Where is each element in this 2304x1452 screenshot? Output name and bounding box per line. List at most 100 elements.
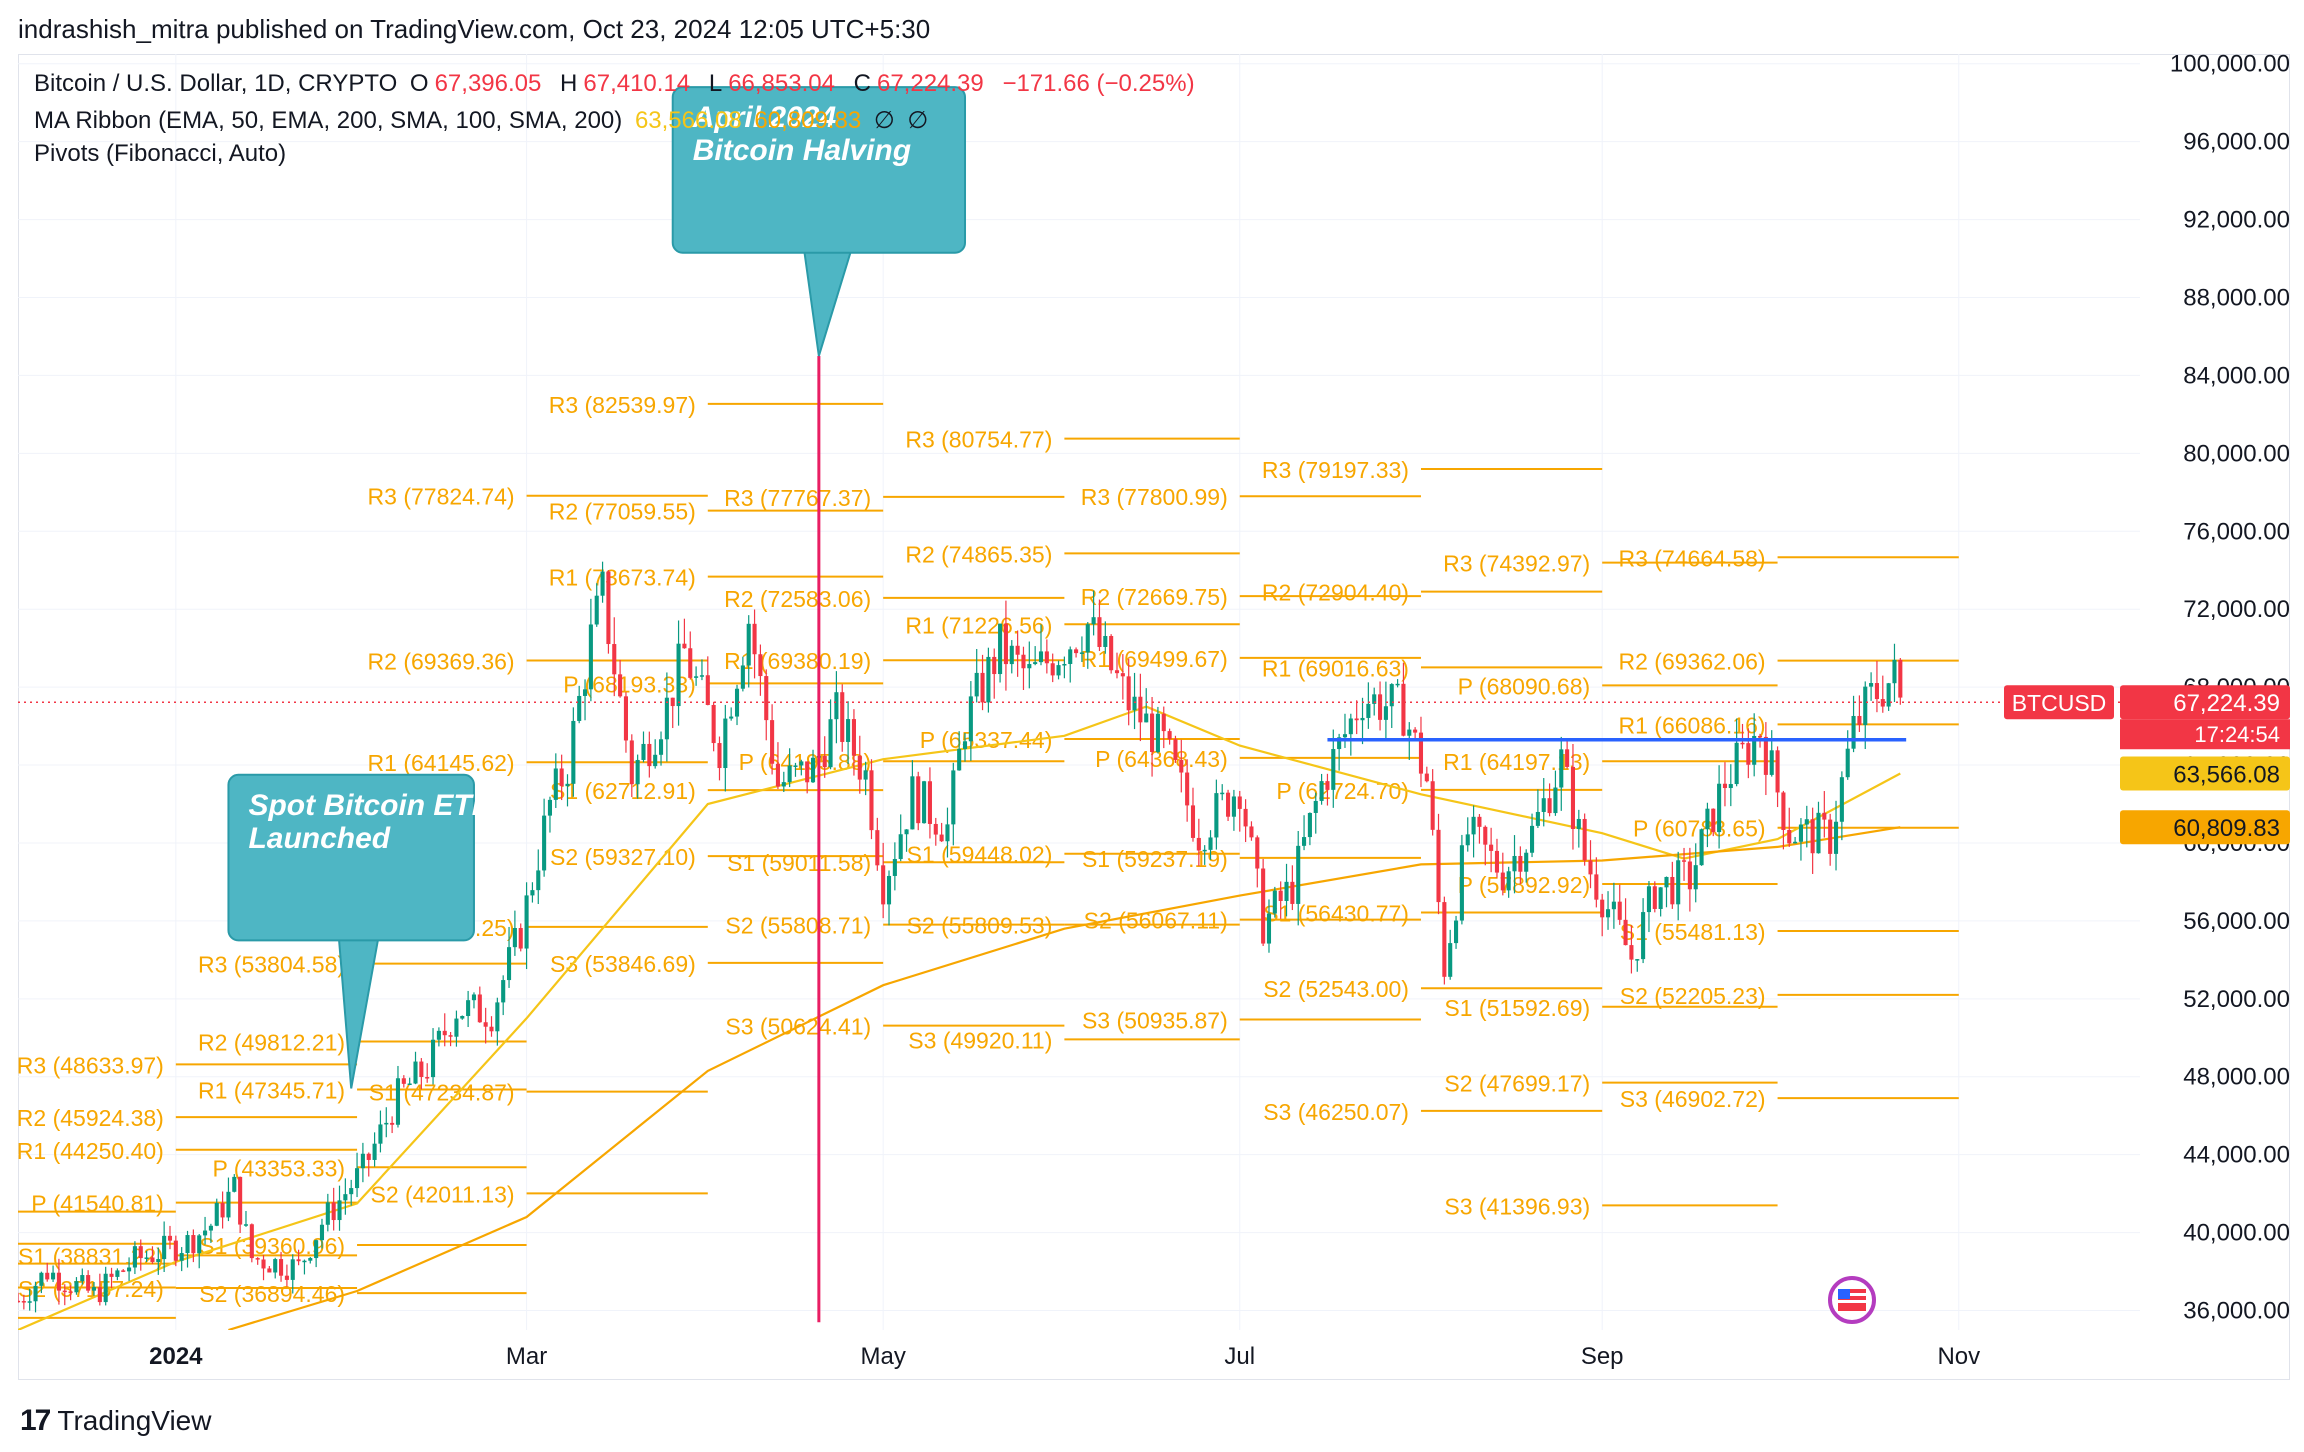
candle <box>1717 765 1722 849</box>
candle <box>460 1015 465 1020</box>
x-tick-label: Sep <box>1581 1343 1624 1370</box>
candle <box>1185 759 1190 822</box>
candle <box>1296 830 1301 926</box>
candle <box>68 1285 73 1301</box>
candle <box>80 1268 85 1285</box>
candle <box>226 1177 231 1222</box>
pivot-label: R3 (74664.58) <box>1619 545 1766 571</box>
y-tick-label: 96,000.00 <box>2183 129 2290 156</box>
candle <box>506 926 512 988</box>
publish-line: indrashish_mitra published on TradingVie… <box>18 14 931 44</box>
candle <box>425 1063 430 1083</box>
legend-ma-row: MA Ribbon (EMA, 50, EMA, 200, SMA, 100, … <box>34 106 934 135</box>
candle <box>647 731 652 778</box>
candle <box>571 707 576 797</box>
candle <box>629 734 634 798</box>
candle <box>115 1268 120 1281</box>
pivot-label: R2 (69362.06) <box>1619 649 1766 675</box>
candle <box>957 731 962 771</box>
candle <box>1576 809 1581 848</box>
candle <box>1120 654 1125 700</box>
candle <box>1033 646 1038 666</box>
candle <box>1617 884 1622 925</box>
candle <box>167 1225 173 1250</box>
candle <box>109 1267 114 1289</box>
candle <box>530 882 535 903</box>
legend-symbol[interactable]: Bitcoin / U.S. Dollar, 1D, CRYPTO <box>34 70 398 97</box>
y-tick-label: 56,000.00 <box>2183 908 2290 935</box>
candle <box>1068 646 1073 683</box>
candle <box>1711 808 1716 837</box>
candle <box>1342 713 1348 748</box>
candle <box>384 1107 389 1138</box>
candle <box>185 1230 190 1268</box>
countdown-badge: 17:24:54 <box>2120 719 2290 750</box>
candle-layer <box>18 561 1903 1313</box>
candle <box>1313 792 1318 834</box>
candle <box>1693 843 1698 903</box>
candle <box>857 735 862 794</box>
candle <box>477 986 482 1023</box>
candle <box>1541 778 1546 827</box>
candle <box>1512 835 1517 894</box>
tradingview-logo[interactable]: 17 TradingView <box>20 1404 211 1438</box>
pivot-label: R1 (64145.62) <box>368 750 515 776</box>
candle <box>127 1257 132 1281</box>
y-tick-label: 80,000.00 <box>2183 440 2290 467</box>
candle <box>1138 673 1143 742</box>
candle <box>1787 807 1792 847</box>
candle <box>793 762 798 777</box>
pivot-label: R2 (77059.55) <box>549 499 696 525</box>
candle <box>1448 929 1453 980</box>
candle <box>775 742 780 790</box>
candle <box>1553 770 1558 816</box>
candle <box>1442 896 1447 985</box>
pivot-label: S2 (36894.46) <box>199 1281 345 1307</box>
candle <box>395 1065 401 1128</box>
candle <box>1641 898 1646 964</box>
pivot-label: P (64368.43) <box>1095 746 1228 772</box>
candle <box>1658 887 1663 917</box>
candle <box>1144 688 1149 723</box>
pivot-label: S3 (41396.93) <box>1444 1193 1590 1219</box>
candle <box>1114 652 1120 679</box>
candle <box>413 1051 418 1085</box>
candle <box>1664 876 1669 908</box>
legend-low-label: L <box>708 70 723 97</box>
candle <box>1839 771 1844 841</box>
candle <box>1845 730 1850 780</box>
candle <box>1775 746 1780 808</box>
ma-badge-2: 60,809.83 <box>2120 810 2290 845</box>
last-price-badge: 67,224.39 <box>2120 685 2290 720</box>
candle <box>308 1257 313 1264</box>
pivot-label: S3 (46250.07) <box>1263 1099 1409 1125</box>
candle <box>851 709 856 776</box>
pivot-label: R3 (80754.77) <box>905 427 1052 453</box>
us-flag-icon[interactable] <box>1828 1276 1876 1324</box>
candle <box>1892 643 1897 703</box>
pivot-label: R3 (74392.97) <box>1443 551 1590 577</box>
candle <box>618 659 623 698</box>
candle <box>922 780 927 824</box>
candle <box>641 731 646 763</box>
annotation-pointer <box>803 249 853 357</box>
candle <box>156 1247 161 1275</box>
legend-pivots-name[interactable]: Pivots (Fibonacci, Auto) <box>34 140 287 167</box>
candle <box>1196 818 1201 867</box>
candle <box>962 733 968 762</box>
svg-text:BTCUSD: BTCUSD <box>2012 690 2107 716</box>
candle <box>898 814 903 862</box>
svg-text:67,224.39: 67,224.39 <box>2173 690 2280 717</box>
candle <box>45 1262 50 1282</box>
candle <box>565 774 570 807</box>
pivot-label: R2 (69369.36) <box>368 648 515 674</box>
candle <box>582 679 588 721</box>
candle <box>1454 915 1459 949</box>
candle <box>846 701 851 764</box>
candle <box>1851 695 1856 753</box>
candle <box>1804 805 1809 848</box>
legend-ma-name[interactable]: MA Ribbon (EMA, 50, EMA, 200, SMA, 100, … <box>34 107 623 134</box>
